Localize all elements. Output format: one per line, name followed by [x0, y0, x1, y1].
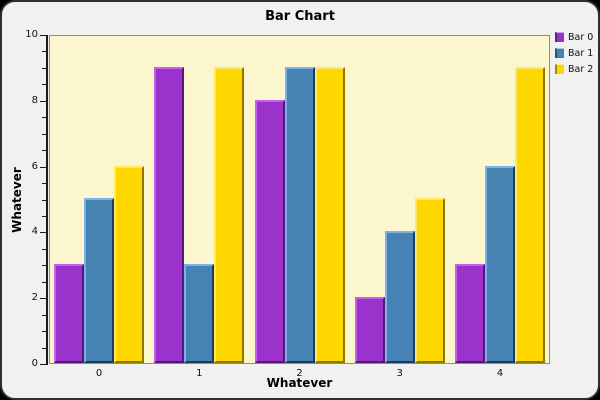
y-minor-tick-6.5 [42, 150, 46, 151]
x-tick-label-2: 2 [296, 368, 303, 379]
y-major-tick-2 [40, 298, 46, 299]
bar-bar2-cat4 [514, 67, 545, 363]
bar-bar1-cat1 [184, 264, 215, 363]
y-major-tick-0 [40, 364, 46, 365]
legend-item-bar2: Bar 2 [555, 61, 593, 77]
y-tick-label-6: 6 [31, 161, 38, 172]
y-major-tick-8 [40, 101, 46, 102]
legend-label: Bar 2 [568, 63, 594, 75]
y-major-tick-10 [40, 35, 46, 36]
y-minor-tick-5 [42, 200, 46, 201]
y-major-tick-4 [40, 232, 46, 233]
y-tick-label-10: 10 [25, 29, 38, 40]
y-minor-tick-7 [42, 134, 46, 135]
legend-label: Bar 0 [568, 31, 594, 43]
legend-label: Bar 1 [568, 47, 594, 59]
plot-area [49, 35, 550, 364]
y-minor-tick-3 [42, 265, 46, 266]
y-major-tick-6 [40, 167, 46, 168]
legend-swatch-icon [555, 64, 564, 74]
x-tick-label-4: 4 [496, 368, 504, 379]
y-tick-label-8: 8 [31, 95, 38, 106]
legend-item-bar0: Bar 0 [555, 29, 593, 45]
bar-bar0-cat4 [454, 264, 485, 363]
y-minor-tick-1 [42, 331, 46, 332]
bar-bar1-cat3 [384, 231, 415, 363]
y-tick-label-0: 0 [31, 358, 38, 369]
bar-bar2-cat2 [314, 67, 345, 363]
bar-bar1-cat4 [484, 166, 515, 363]
chart-title: Bar Chart [265, 9, 335, 24]
y-minor-tick-1.5 [42, 315, 46, 316]
y-minor-tick-4.5 [42, 216, 46, 217]
bar-bar0-cat1 [154, 67, 185, 363]
y-minor-tick-2.5 [42, 282, 46, 283]
x-tick-label-3: 3 [396, 368, 403, 379]
bar-bar0-cat3 [354, 297, 385, 363]
bar-bar0-cat0 [54, 264, 85, 363]
legend-swatch-icon [555, 48, 564, 58]
y-axis-title: Whatever [10, 167, 24, 233]
y-tick-label-4: 4 [31, 226, 38, 237]
legend: Bar 0 Bar 1 Bar 2 [555, 29, 593, 77]
y-minor-tick-9 [42, 68, 46, 69]
x-tick-label-1: 1 [196, 368, 203, 379]
y-axis-line [46, 35, 48, 365]
bar-bar2-cat1 [214, 67, 245, 363]
bar-bar2-cat0 [114, 166, 145, 363]
y-minor-tick-5.5 [42, 183, 46, 184]
y-tick-label-2: 2 [31, 292, 38, 303]
bar-bar2-cat3 [414, 198, 445, 363]
y-minor-tick-9.5 [42, 51, 46, 52]
y-minor-tick-7.5 [42, 117, 46, 118]
legend-swatch-icon [555, 32, 564, 42]
x-tick-label-0: 0 [95, 368, 103, 379]
y-minor-tick-8.5 [42, 84, 46, 85]
legend-item-bar1: Bar 1 [555, 45, 593, 61]
bar-bar0-cat2 [254, 100, 285, 363]
y-minor-tick-0.5 [42, 348, 46, 349]
bar-bar1-cat2 [284, 67, 315, 363]
y-minor-tick-3.5 [42, 249, 46, 250]
x-axis-title: Whatever [266, 376, 333, 390]
bar-bar1-cat0 [84, 198, 115, 363]
